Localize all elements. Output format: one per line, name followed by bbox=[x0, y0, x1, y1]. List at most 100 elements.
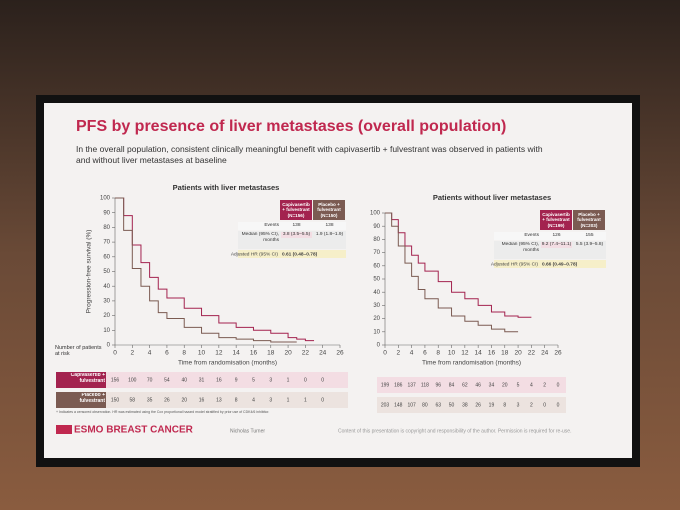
x-axis-label: Time from randomisation (months) bbox=[422, 360, 521, 367]
presenter: Nicholas Turner bbox=[230, 428, 265, 434]
table-cell-box: Median (95% CI), months bbox=[241, 232, 279, 243]
chart-title: Patients without liver metastases bbox=[433, 193, 551, 202]
at-risk-value: 96 bbox=[435, 382, 441, 388]
at-risk-value: 38 bbox=[462, 402, 468, 408]
y-tick-label: 40 bbox=[373, 290, 380, 296]
table-row bbox=[494, 232, 606, 240]
at-risk-label: Placebo + fulvestrant bbox=[79, 393, 105, 404]
table-cell-box: 155 bbox=[585, 233, 594, 238]
x-tick-label: 4 bbox=[148, 350, 152, 357]
survival-curve bbox=[115, 197, 315, 342]
table-cell-box: Events bbox=[264, 223, 279, 228]
x-axis-label: Time from randomisation (months) bbox=[178, 360, 277, 367]
at-risk-value: 20 bbox=[502, 382, 508, 388]
x-tick-label: 8 bbox=[182, 350, 186, 357]
x-tick-label: 20 bbox=[514, 350, 522, 357]
at-risk-value: 1 bbox=[287, 377, 290, 383]
at-risk-value: 0 bbox=[557, 402, 560, 408]
y-tick-label: 90 bbox=[373, 224, 380, 230]
at-risk-value: 1 bbox=[304, 397, 307, 403]
at-risk-value: 5 bbox=[252, 377, 255, 383]
table-cell: 126 bbox=[552, 233, 561, 238]
y-tick-label: 0 bbox=[377, 343, 381, 349]
at-risk-value: 2 bbox=[543, 382, 546, 388]
table-cell: 155 bbox=[585, 233, 594, 238]
at-risk-value: 3 bbox=[269, 377, 272, 383]
at-risk-value: 8 bbox=[503, 402, 506, 408]
y-tick-label: 80 bbox=[373, 237, 380, 243]
at-risk-label-box: Capivasertib + fulvestrant bbox=[71, 373, 105, 384]
x-tick-label: 18 bbox=[267, 350, 275, 357]
y-tick-label: 50 bbox=[373, 277, 380, 283]
at-risk-value: 63 bbox=[435, 402, 441, 408]
at-risk-value: 199 bbox=[381, 382, 390, 388]
table-row bbox=[494, 241, 606, 259]
hr-value: 0.61 (0.48–0.78) bbox=[282, 251, 318, 257]
y-tick-label: 60 bbox=[103, 254, 110, 260]
x-tick-label: 10 bbox=[448, 350, 456, 357]
at-risk-value: 100 bbox=[128, 377, 137, 383]
x-tick-label: 6 bbox=[165, 350, 169, 357]
x-tick-label: 22 bbox=[528, 350, 536, 357]
table-cell: 1.9 (1.8–1.9) bbox=[315, 232, 344, 237]
at-risk-label-box: Placebo + fulvestrant bbox=[79, 393, 105, 404]
legend-swatch bbox=[573, 210, 605, 230]
y-tick-label: 30 bbox=[373, 303, 380, 309]
table-cell-box: 1.9 (1.8–1.9) bbox=[315, 232, 344, 237]
at-risk-value: 203 bbox=[381, 402, 390, 408]
table-row bbox=[238, 231, 346, 249]
x-tick-label: 6 bbox=[423, 350, 427, 357]
table-cell: 5.5 (3.9–5.8) bbox=[575, 242, 604, 247]
at-risk-label-bg bbox=[56, 372, 106, 388]
legend-label-box: Placebo + fulvestrant (N=203) bbox=[577, 212, 601, 228]
at-risk-value: 19 bbox=[489, 402, 495, 408]
x-tick-label: 26 bbox=[336, 350, 344, 357]
at-risk-value: 137 bbox=[407, 382, 416, 388]
legend-label: Capivasertib + fulvestrant (N=199) bbox=[542, 212, 570, 228]
at-risk-value: 9 bbox=[235, 377, 238, 383]
at-risk-value: 5 bbox=[517, 382, 520, 388]
hr-row bbox=[238, 250, 346, 258]
chart-title: Patients with liver metastases bbox=[173, 183, 280, 192]
x-tick-label: 16 bbox=[250, 350, 258, 357]
table-row bbox=[238, 222, 346, 230]
at-risk-value: 8 bbox=[235, 397, 238, 403]
legend-label-box: Capivasertib + fulvestrant (N=199) bbox=[542, 212, 570, 228]
y-tick-label: 10 bbox=[373, 329, 380, 335]
at-risk-value: 1 bbox=[287, 397, 290, 403]
at-risk-value: 40 bbox=[181, 377, 187, 383]
hr-label: Adjusted HR (95% CI) bbox=[491, 261, 539, 267]
at-risk-title: Number of patients at risk bbox=[55, 345, 102, 358]
legend-swatch bbox=[313, 200, 345, 220]
copyright: Content of this presentation is copyrigh… bbox=[338, 428, 571, 434]
slide-title: PFS by presence of liver metastases (ove… bbox=[76, 118, 507, 135]
y-tick-label: 70 bbox=[103, 240, 110, 246]
table-cell-box: Median (95% CI), months bbox=[502, 242, 539, 253]
y-tick-label: 40 bbox=[103, 284, 110, 290]
y-tick-label: 10 bbox=[103, 328, 110, 334]
logo: ESMO BREAST CANCER bbox=[74, 425, 194, 436]
legend-label: Placebo + fulvestrant (N=150) bbox=[317, 202, 341, 218]
legend-swatch bbox=[540, 210, 572, 230]
x-tick-label: 18 bbox=[501, 350, 509, 357]
at-risk-value: 4 bbox=[252, 397, 255, 403]
x-tick-label: 14 bbox=[475, 350, 483, 357]
y-tick-label: 50 bbox=[103, 269, 110, 275]
x-tick-label: 20 bbox=[284, 350, 292, 357]
at-risk-value: 70 bbox=[147, 377, 153, 383]
survival-curve bbox=[385, 212, 519, 333]
at-risk-value: 26 bbox=[475, 402, 481, 408]
at-risk-value: 50 bbox=[449, 402, 455, 408]
at-risk-value: 3 bbox=[269, 397, 272, 403]
at-risk-row bbox=[377, 397, 566, 413]
table-cell: Median (95% CI), months bbox=[241, 232, 279, 243]
survival-curve bbox=[385, 212, 532, 318]
hr-row bbox=[494, 260, 606, 268]
table-cell-box: Events bbox=[524, 233, 539, 238]
table-cell: 3.8 (3.5–5.5) bbox=[281, 232, 312, 238]
at-risk-value: 186 bbox=[394, 382, 403, 388]
at-risk-value: 2 bbox=[530, 402, 533, 408]
slide-subtitle: In the overall population, consistent cl… bbox=[76, 144, 543, 165]
at-risk-value: 84 bbox=[449, 382, 455, 388]
